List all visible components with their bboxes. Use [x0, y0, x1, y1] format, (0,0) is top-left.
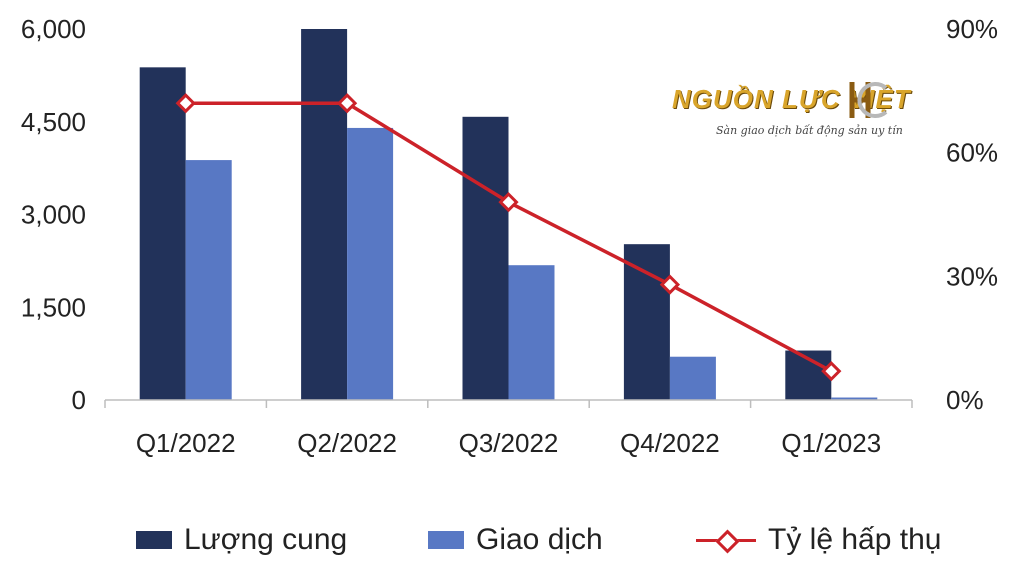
bar-supply-1: [301, 29, 348, 400]
bar-transactions-2: [508, 265, 555, 400]
legend-item-supply: Lượng cung: [136, 515, 347, 565]
legend: Lượng cung Giao dịch Tỷ lệ hấp thụ: [0, 515, 1024, 565]
y-left-tick-label-1: 1,500: [21, 292, 86, 322]
marker-absorption-3: [659, 274, 681, 295]
y-left-tick-label-0: 0: [72, 385, 86, 415]
legend-line-absorption: [696, 525, 756, 555]
marker-absorption-4: [821, 361, 842, 382]
x-tick-label-3: Q4/2022: [620, 428, 720, 458]
x-tick-label-0: Q1/2022: [136, 428, 236, 458]
legend-label-transactions: Giao dịch: [476, 523, 603, 556]
legend-swatch-supply: [136, 531, 172, 549]
y-right-tick-label-3: 90%: [946, 14, 998, 44]
y-right-tick-label-0: 0%: [946, 385, 984, 415]
bar-transactions-3: [669, 356, 716, 400]
legend-label-supply: Lượng cung: [184, 523, 348, 556]
bar-supply-0: [139, 67, 186, 400]
y-left-tick-label-3: 4,500: [21, 107, 86, 137]
legend-item-absorption: Tỷ lệ hấp thụ: [696, 515, 941, 565]
legend-swatch-transactions: [428, 531, 464, 549]
x-tick-label-4: Q1/2023: [781, 428, 881, 458]
bar-transactions-4: [831, 397, 878, 400]
legend-item-transactions: Giao dịch: [428, 515, 603, 565]
y-right-tick-label-2: 60%: [946, 138, 998, 168]
bar-transactions-1: [347, 127, 394, 400]
x-tick-label-1: Q2/2022: [297, 428, 397, 458]
marker-absorption-0: [175, 93, 196, 114]
marker-absorption-2: [498, 192, 519, 213]
bar-supply-3: [623, 244, 670, 400]
x-tick-label-2: Q3/2022: [459, 428, 559, 458]
bar-supply-2: [462, 116, 509, 400]
watermark-hc-icon: [849, 82, 888, 118]
watermark-logo: NGUỒN LỰC VIỆT Sàn giao dịch bất động sả…: [672, 78, 912, 148]
marker-absorption-1: [336, 93, 358, 114]
y-left-tick-label-2: 3,000: [21, 200, 86, 230]
watermark-tagline: Sàn giao dịch bất động sản uy tín: [716, 124, 903, 137]
y-right-tick-label-1: 30%: [946, 261, 998, 291]
bar-transactions-0: [185, 160, 232, 400]
legend-label-absorption: Tỷ lệ hấp thụ: [768, 523, 942, 556]
y-left-tick-label-4: 6,000: [21, 14, 86, 44]
